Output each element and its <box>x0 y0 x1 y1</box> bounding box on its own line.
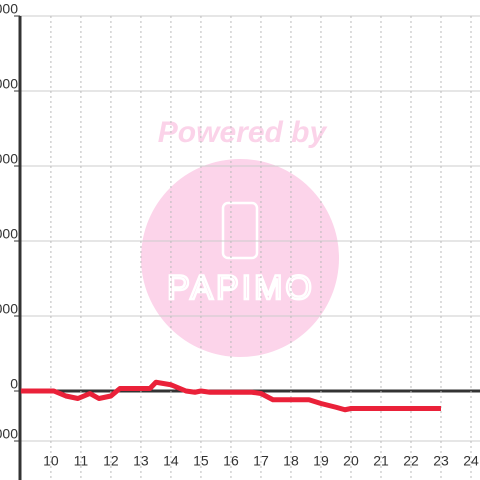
x-tick-label: 17 <box>253 453 269 469</box>
y-tick-label: 60,000 <box>0 226 18 242</box>
y-tick-label: -20,000 <box>0 426 18 442</box>
x-tick-label: 11 <box>74 453 89 469</box>
x-tick-label: 18 <box>283 453 299 469</box>
x-tick-label: 21 <box>373 453 389 469</box>
line <box>20 379 441 413</box>
x-tick-label: 12 <box>103 453 119 469</box>
x-tick-label: 20 <box>343 453 359 469</box>
y-tick-label: 120,000 <box>0 76 18 92</box>
y-tick-label: 30,000 <box>0 301 18 317</box>
x-tick-label: 16 <box>223 453 239 469</box>
y-tick-label: 150,000 <box>0 1 18 17</box>
x-tick-label: 23 <box>433 453 449 469</box>
watermark-text: Powered by <box>158 116 328 149</box>
x-tick-label: 24 <box>463 453 479 469</box>
watermark-phone <box>221 201 259 260</box>
y-tick-label: 0 <box>10 376 18 392</box>
x-tick-label: 19 <box>313 453 329 469</box>
y-tick-label: 90,000 <box>0 151 18 167</box>
x-tick-label: 15 <box>193 453 209 469</box>
x-tick-label: 14 <box>163 453 179 469</box>
watermark-logo: PAPIMO <box>167 269 315 307</box>
x-tick-label: 13 <box>133 453 149 469</box>
x-tick-label: 10 <box>43 453 59 469</box>
x-tick-label: 22 <box>403 453 419 469</box>
